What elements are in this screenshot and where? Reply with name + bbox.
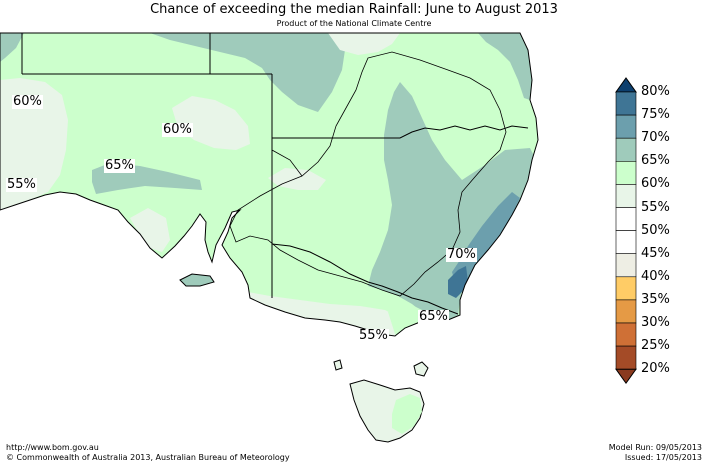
legend-tick-label: 55% (641, 199, 670, 215)
footer-issued: Issued: 17/05/2013 (624, 453, 702, 462)
island-bass (333, 359, 343, 371)
legend-arrow-top (615, 77, 637, 93)
legend-tick-label: 25% (641, 338, 670, 354)
region-55pct-mid (268, 168, 326, 190)
region-55pct-eyre (130, 208, 170, 252)
legend-tick-label: 75% (641, 107, 670, 123)
legend-swatch (615, 345, 637, 370)
legend-swatch (615, 253, 637, 278)
map-label-60-central: 60% (162, 122, 193, 137)
lake-eyre-boundary (271, 149, 303, 177)
murray-darling-boundary (229, 51, 507, 297)
state-borders (21, 33, 529, 315)
map-label-65-southwest: 65% (104, 158, 135, 173)
region-65pct-northeast (478, 33, 532, 100)
legend-tick-label: 50% (641, 222, 670, 238)
map-title: Chance of exceeding the median Rainfall:… (150, 2, 558, 17)
legend-tick-label: 70% (641, 130, 670, 146)
legend-swatch (615, 161, 637, 185)
legend-tick-label: 65% (641, 153, 670, 169)
nsw-vic-border (271, 243, 459, 315)
legend-swatch (615, 137, 637, 162)
legend-tick-label: 30% (641, 315, 670, 330)
tasmania-60pct (392, 394, 422, 434)
legend-tick-label: 35% (641, 291, 670, 307)
region-65pct-northwest (0, 33, 24, 62)
qld-nsw-border (272, 125, 529, 139)
island-kangaroo (179, 273, 215, 287)
map-label-55-west: 55% (6, 177, 37, 192)
legend-arrow-bottom (615, 368, 637, 385)
map-label-60-west: 60% (12, 94, 43, 109)
legend-swatch (615, 207, 637, 231)
legend-swatch (615, 184, 637, 208)
legend-swatch (615, 230, 637, 255)
legend-swatch (615, 91, 637, 116)
map-label-70-east: 70% (446, 247, 477, 262)
region-55pct-north (328, 33, 400, 55)
region-65pct-east (368, 82, 536, 320)
map-subtitle: Product of the National Climate Centre (276, 19, 432, 28)
region-55pct-west (0, 78, 68, 210)
legend-tick-label: 45% (641, 245, 670, 261)
footer-model-run: Model Run: 09/05/2013 (608, 443, 702, 452)
legend-swatch (615, 114, 637, 139)
region-60pct-victoria-coast (388, 306, 426, 334)
legend-tick-label: 40% (641, 268, 670, 284)
region-70pct-east (452, 192, 520, 290)
footer-url: http://www.bom.gov.au (6, 443, 99, 452)
legend-colorbar (615, 77, 637, 385)
legend-swatch (615, 276, 637, 301)
footer-copyright: © Commonwealth of Australia 2013, Austra… (6, 453, 290, 462)
map-label-65-southeast: 65% (418, 309, 449, 324)
legend-tick-label: 20% (641, 361, 670, 377)
region-55pct-south (248, 292, 400, 336)
map-label-55-south: 55% (358, 328, 389, 343)
legend-swatch (615, 322, 637, 347)
legend-tick-label: 60% (641, 176, 670, 192)
island-small-north (413, 361, 429, 377)
region-65pct-north-central (150, 33, 345, 112)
legend-swatch (615, 299, 637, 324)
legend-tick-label: 80% (641, 84, 670, 99)
catchment-boundaries (229, 51, 507, 297)
